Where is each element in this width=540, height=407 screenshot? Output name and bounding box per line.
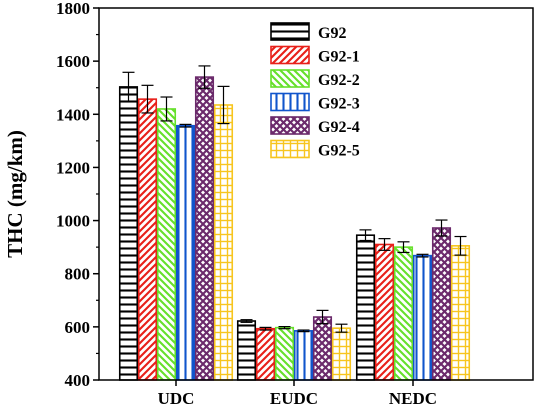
error-bar-g92-nedc: [359, 229, 372, 242]
bar-g92-3-eudc: [293, 330, 314, 381]
y-axis: 400 600 800 1000 1200 1400 1600 1800: [56, 0, 99, 390]
bar-g92-2-udc: [156, 108, 177, 381]
y-axis-title: THC (mg/km): [3, 130, 27, 258]
x-tick-label-eudc: EUDC: [270, 389, 318, 407]
bar-g92-nedc: [355, 234, 376, 381]
legend-swatch: [270, 69, 310, 88]
legend-swatch: [270, 139, 310, 159]
error-bar-g92-eudc: [240, 319, 253, 323]
y-tick-label: 800: [65, 265, 91, 284]
error-bar-g92-4-nedc: [435, 219, 448, 237]
bar-g92-1-nedc: [374, 243, 395, 381]
bar-g92-4-eudc: [312, 316, 333, 381]
error-bar-g92-5-nedc: [454, 235, 467, 256]
bar-g92-2-eudc: [274, 326, 295, 381]
error-bar-g92-2-udc: [160, 96, 173, 122]
bar-g92-5-nedc: [450, 245, 471, 381]
legend-label: G92-5: [318, 143, 360, 160]
error-bar-g92-5-eudc: [335, 323, 348, 333]
bar-g92-1-eudc: [255, 327, 276, 381]
bar-g92-1-udc: [137, 98, 158, 381]
y-tick-label: 600: [65, 318, 91, 337]
legend-item-g92-2: G92-2: [270, 69, 360, 89]
legend-item-g92: G92: [270, 22, 346, 42]
legend: G92 G92-1 G92-2 G92-3 G92-4 G92-5: [270, 22, 360, 160]
error-bar-g92-2-nedc: [397, 241, 410, 254]
error-bar-g92-3-udc: [179, 123, 192, 128]
y-tick-label: 1800: [56, 0, 90, 18]
y-tick-label: 1600: [56, 52, 90, 71]
bar-g92-4-nedc: [431, 227, 452, 381]
error-bar-g92-udc: [122, 71, 135, 103]
legend-swatch: [270, 116, 310, 135]
error-bar-g92-1-eudc: [259, 326, 272, 331]
legend-label: G92-3: [318, 96, 360, 113]
y-tick-label: 400: [65, 371, 91, 390]
x-tick-label-udc: UDC: [158, 389, 195, 407]
legend-item-g92-3: G92-3: [270, 92, 360, 113]
bar-g92-udc: [118, 86, 139, 381]
y-tick-label: 1200: [56, 158, 90, 177]
legend-label: G92-2: [318, 72, 360, 89]
error-bar-g92-1-nedc: [378, 238, 391, 251]
legend-item-g92-1: G92-1: [270, 45, 360, 66]
bar-g92-2-nedc: [393, 246, 414, 381]
y-tick-label: 1400: [56, 105, 90, 124]
legend-item-g92-4: G92-4: [270, 116, 360, 136]
error-bars-layer: [122, 65, 467, 333]
bar-g92-4-udc: [194, 76, 215, 381]
error-bar-g92-1-udc: [141, 84, 154, 114]
bar-g92-5-udc: [213, 104, 234, 381]
error-bar-g92-2-eudc: [278, 325, 291, 330]
bar-g92-3-nedc: [412, 254, 433, 381]
legend-swatch: [270, 22, 310, 41]
x-tick-label-nedc: NEDC: [389, 389, 437, 407]
legend-label: G92: [318, 25, 346, 42]
x-axis: UDC EUDC NEDC: [158, 380, 437, 407]
y-tick-label: 1000: [56, 212, 90, 231]
bar-g92-3-udc: [175, 124, 196, 381]
legend-label: G92-4: [318, 119, 360, 136]
legend-item-g92-5: G92-5: [270, 139, 360, 160]
legend-label: G92-1: [318, 49, 360, 66]
legend-swatch: [270, 92, 310, 112]
error-bar-g92-3-nedc: [416, 253, 429, 258]
legend-swatch: [270, 45, 310, 65]
error-bar-g92-4-udc: [198, 65, 211, 89]
error-bar-g92-4-eudc: [316, 309, 329, 325]
bars-layer: [118, 76, 471, 381]
bar-g92-eudc: [236, 320, 257, 381]
error-bar-g92-3-eudc: [297, 329, 310, 333]
bar-g92-5-eudc: [331, 327, 352, 381]
error-bar-g92-5-udc: [217, 85, 230, 125]
